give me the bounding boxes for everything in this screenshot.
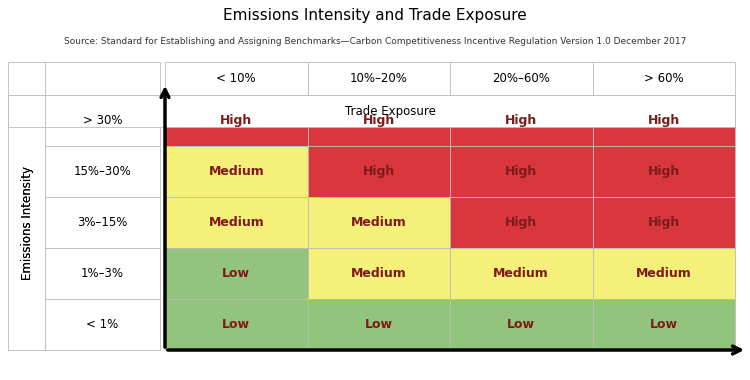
Bar	[450, 95, 592, 146]
Text: High: High	[363, 165, 394, 178]
Bar	[45, 197, 160, 248]
Bar	[308, 248, 450, 299]
Text: 3%–15%: 3%–15%	[77, 216, 128, 229]
Bar	[165, 299, 308, 350]
Bar	[308, 62, 450, 95]
Bar	[165, 146, 308, 197]
Bar	[450, 146, 592, 197]
Text: Low: Low	[364, 318, 393, 331]
Bar	[45, 146, 160, 197]
Text: Emissions Intensity: Emissions Intensity	[22, 166, 34, 280]
Bar	[45, 95, 735, 127]
Text: Low: Low	[222, 267, 251, 280]
Text: < 10%: < 10%	[217, 72, 256, 85]
Text: High: High	[647, 165, 680, 178]
Text: High: High	[220, 114, 252, 127]
Text: Emissions Intensity and Trade Exposure: Emissions Intensity and Trade Exposure	[224, 8, 526, 23]
Bar	[450, 62, 592, 95]
Bar	[592, 146, 735, 197]
Bar	[592, 62, 735, 95]
Bar	[165, 248, 308, 299]
Bar	[450, 197, 592, 248]
Text: Source: Standard for Establishing and Assigning Benchmarks—Carbon Competitivenes: Source: Standard for Establishing and As…	[64, 38, 686, 46]
Text: High: High	[647, 114, 680, 127]
Text: High: High	[506, 114, 537, 127]
Bar	[45, 299, 160, 350]
Bar	[165, 62, 308, 95]
Text: Low: Low	[650, 318, 678, 331]
Text: > 30%: > 30%	[82, 114, 122, 127]
Text: Medium: Medium	[351, 267, 406, 280]
Text: 20%–60%: 20%–60%	[492, 72, 550, 85]
Bar	[45, 248, 160, 299]
Bar	[308, 197, 450, 248]
Text: 10%–20%: 10%–20%	[350, 72, 408, 85]
Bar	[592, 248, 735, 299]
Bar	[308, 299, 450, 350]
Bar	[165, 197, 308, 248]
Text: High: High	[506, 216, 537, 229]
Text: Medium: Medium	[209, 165, 264, 178]
Text: Emissions Intensity: Emissions Intensity	[22, 166, 34, 280]
Bar	[8, 62, 45, 95]
Text: Trade Exposure: Trade Exposure	[344, 105, 436, 117]
Text: > 60%: > 60%	[644, 72, 683, 85]
Bar	[308, 146, 450, 197]
Text: Medium: Medium	[351, 216, 406, 229]
Text: Low: Low	[222, 318, 251, 331]
Text: 15%–30%: 15%–30%	[74, 165, 131, 178]
Bar	[450, 299, 592, 350]
Bar	[450, 248, 592, 299]
Bar	[592, 95, 735, 146]
Bar	[8, 95, 45, 350]
Text: Medium: Medium	[494, 267, 549, 280]
Text: Low: Low	[507, 318, 536, 331]
Bar	[45, 62, 160, 95]
Bar	[8, 95, 45, 127]
Text: High: High	[647, 216, 680, 229]
Bar	[45, 95, 160, 146]
Bar	[592, 197, 735, 248]
Text: High: High	[506, 165, 537, 178]
Bar	[308, 95, 450, 146]
Text: Medium: Medium	[209, 216, 264, 229]
Text: Medium: Medium	[636, 267, 692, 280]
Text: < 1%: < 1%	[86, 318, 118, 331]
Bar	[592, 299, 735, 350]
Bar	[165, 95, 308, 146]
Text: High: High	[363, 114, 394, 127]
Text: 1%–3%: 1%–3%	[81, 267, 124, 280]
